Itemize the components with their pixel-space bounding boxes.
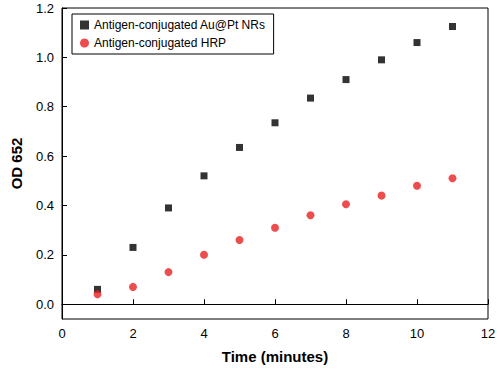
svg-text:2: 2: [129, 326, 136, 341]
svg-text:0.4: 0.4: [36, 198, 54, 213]
svg-text:0.8: 0.8: [36, 99, 54, 114]
svg-text:Antigen-conjugated HRP: Antigen-conjugated HRP: [94, 36, 226, 50]
svg-text:10: 10: [410, 326, 424, 341]
svg-text:Antigen-conjugated Au@Pt NRs: Antigen-conjugated Au@Pt NRs: [94, 18, 265, 32]
svg-text:0.0: 0.0: [36, 297, 54, 312]
svg-text:Time (minutes): Time (minutes): [222, 348, 328, 365]
svg-text:4: 4: [200, 326, 207, 341]
svg-text:12: 12: [481, 326, 495, 341]
svg-text:0.2: 0.2: [36, 247, 54, 262]
svg-text:0.6: 0.6: [36, 149, 54, 164]
svg-text:8: 8: [342, 326, 349, 341]
svg-text:OD 652: OD 652: [8, 138, 25, 190]
svg-text:6: 6: [271, 326, 278, 341]
svg-text:1.2: 1.2: [36, 1, 54, 16]
svg-text:1.0: 1.0: [36, 50, 54, 65]
svg-text:0: 0: [58, 326, 65, 341]
